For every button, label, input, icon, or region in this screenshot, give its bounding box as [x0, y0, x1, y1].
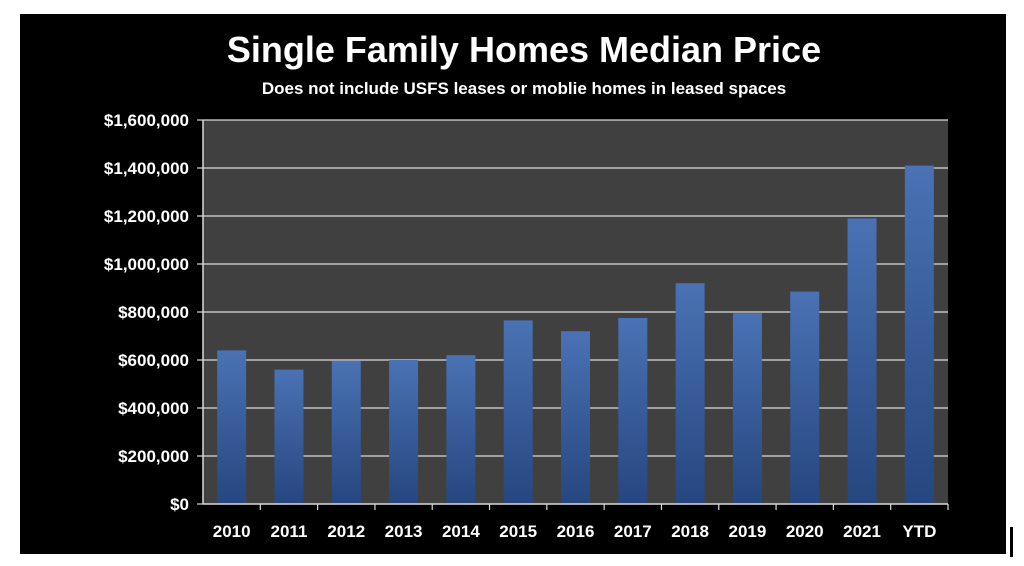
edge-mark — [1010, 527, 1013, 557]
bar-2012 — [331, 360, 361, 504]
bar-2019 — [732, 313, 762, 504]
bar-2018 — [675, 283, 705, 504]
bar-2017 — [618, 318, 648, 504]
x-tick-label: 2016 — [557, 522, 595, 541]
x-tick-label: 2013 — [385, 522, 423, 541]
y-tick-label: $1,200,000 — [104, 207, 189, 226]
y-tick-label: $400,000 — [118, 399, 189, 418]
x-tick-label: 2015 — [499, 522, 537, 541]
bar-2014 — [446, 355, 476, 504]
chart-frame: Single Family Homes Median Price Does no… — [20, 14, 1006, 554]
x-tick-label: 2012 — [327, 522, 365, 541]
x-tick-label: 2020 — [786, 522, 824, 541]
y-tick-label: $200,000 — [118, 447, 189, 466]
bars — [217, 165, 934, 504]
x-tick-label: 2010 — [213, 522, 251, 541]
chart-subtitle: Does not include USFS leases or moblie h… — [262, 79, 786, 98]
bar-2015 — [503, 320, 533, 504]
chart-title: Single Family Homes Median Price — [227, 29, 821, 70]
bar-2021 — [847, 218, 877, 504]
x-tick-label: 2019 — [729, 522, 767, 541]
bar-2010 — [217, 350, 247, 504]
bar-2013 — [389, 360, 419, 504]
axes — [202, 120, 949, 510]
x-tick-label: 2017 — [614, 522, 652, 541]
y-tick-label: $1,600,000 — [104, 111, 189, 130]
bar-chart: Single Family Homes Median Price Does no… — [104, 29, 949, 541]
y-axis-tick-labels: $0 $200,000 $400,000 $600,000 $800,000 $1,000… — [104, 111, 189, 514]
bar-2011 — [274, 369, 304, 504]
x-tick-label: 2014 — [442, 522, 480, 541]
x-axis-tick-labels: 2010 2011 2012 2013 2014 2015 2016 2017 2018 2019… — [213, 522, 937, 541]
x-tick-label: YTD — [902, 522, 936, 541]
y-tick-label: $0 — [170, 495, 189, 514]
y-tick-label: $600,000 — [118, 351, 189, 370]
y-tick-label: $1,000,000 — [104, 255, 189, 274]
x-tick-label: 2018 — [671, 522, 709, 541]
y-tick-label: $800,000 — [118, 303, 189, 322]
bar-ytd — [904, 165, 934, 504]
y-tick-label: $1,400,000 — [104, 159, 189, 178]
x-tick-label: 2011 — [271, 522, 308, 541]
bar-2020 — [790, 291, 820, 504]
bar-2016 — [561, 331, 590, 504]
x-tick-label: 2021 — [843, 522, 881, 541]
